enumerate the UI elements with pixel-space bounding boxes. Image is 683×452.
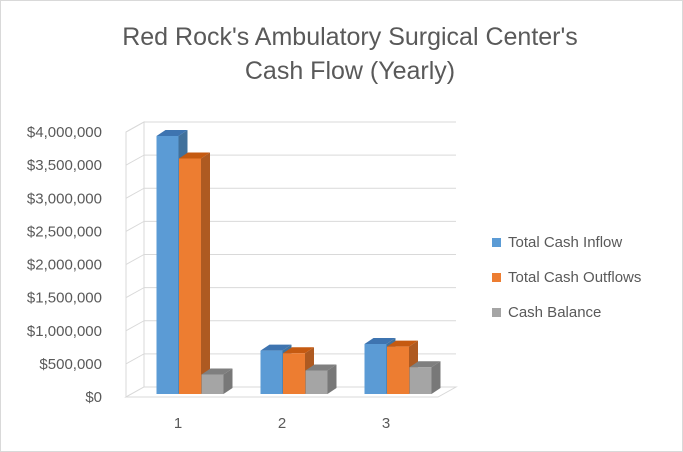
legend-swatch-cash-balance [492, 308, 501, 317]
bar-total-cash-outflows-2-top [283, 347, 314, 354]
bar-cash-balance-3-top [409, 361, 441, 368]
y-tick-label-1: $500,000 [39, 356, 102, 373]
bar-total-cash-inflow-2 [260, 350, 283, 394]
chart-title-line-1: Red Rock's Ambulatory Surgical Center's [122, 23, 578, 51]
legend-swatch-total-cash-outflows [492, 273, 501, 282]
bar-cash-balance-1-side [223, 368, 233, 394]
gridline-depth-3 [125, 287, 145, 299]
gridline-depth-1 [125, 353, 145, 365]
legend-label-total-cash-outflows: Total Cash Outflows [508, 269, 642, 286]
y-tick-label-8: $4,000,000 [27, 124, 102, 141]
bar-total-cash-outflows-1-side [201, 152, 210, 394]
x-tick-label-2: 2 [278, 415, 286, 432]
x-tick-label-3: 3 [382, 415, 390, 432]
y-tick-label-7: $3,500,000 [27, 157, 102, 174]
bar-total-cash-outflows-3-top [387, 340, 418, 347]
gridline-depth-8 [125, 121, 145, 133]
bar-cash-balance-3 [409, 367, 432, 394]
gridline-depth-7 [125, 154, 145, 166]
gridline-depth-4 [125, 254, 145, 265]
bar-total-cash-inflow-2-top [260, 344, 292, 351]
bar-cash-balance-1-top [201, 368, 233, 375]
bar-total-cash-inflow-3 [364, 344, 387, 394]
bar-total-cash-outflows-2 [283, 353, 305, 394]
gridline-depth-2 [125, 320, 145, 332]
y-tick-label-5: $2,500,000 [27, 223, 102, 240]
gridline-depth-5 [125, 220, 145, 232]
bar-total-cash-outflows-1 [179, 158, 201, 394]
y-tick-label-2: $1,000,000 [27, 323, 102, 340]
bar-cash-balance-2 [305, 370, 328, 394]
y-tick-label-3: $1,500,000 [27, 290, 102, 307]
legend-item-total-cash-inflow: Total Cash Inflow [492, 225, 641, 260]
legend: Total Cash Inflow Total Cash Outflows Ca… [492, 225, 641, 330]
y-tick-label-4: $2,000,000 [27, 257, 102, 274]
bar-cash-balance-2-side [327, 364, 337, 394]
legend-label-cash-balance: Cash Balance [508, 304, 602, 321]
bar-cash-balance-3-side [431, 361, 441, 394]
bar-total-cash-outflows-3 [387, 346, 409, 394]
bar-cash-balance-2-top [305, 364, 337, 371]
bar-total-cash-inflow-3-top [364, 338, 396, 344]
chart-title-line-2: Cash Flow (Yearly) [244, 57, 456, 85]
bar-total-cash-inflow-1-top [156, 129, 188, 136]
legend-label-total-cash-inflow: Total Cash Inflow [508, 234, 623, 251]
x-tick-label-1: 1 [174, 415, 182, 432]
bar-total-cash-outflows-1-top [179, 152, 210, 159]
bar-total-cash-inflow-1 [156, 135, 179, 394]
chart-title: Red Rock's Ambulatory Surgical Center's … [40, 20, 660, 88]
legend-item-total-cash-outflows: Total Cash Outflows [492, 260, 641, 295]
legend-item-cash-balance: Cash Balance [492, 295, 641, 330]
bar-cash-balance-1 [201, 374, 224, 394]
y-tick-label-0: $0 [85, 389, 102, 406]
gridline-depth-6 [125, 187, 145, 199]
y-tick-label-6: $3,000,000 [27, 190, 102, 207]
legend-swatch-total-cash-inflow [492, 238, 501, 247]
